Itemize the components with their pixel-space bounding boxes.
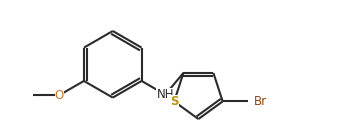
Text: S: S — [170, 95, 179, 108]
Text: Br: Br — [254, 95, 267, 108]
Text: O: O — [55, 89, 64, 102]
Text: NH: NH — [157, 88, 174, 101]
